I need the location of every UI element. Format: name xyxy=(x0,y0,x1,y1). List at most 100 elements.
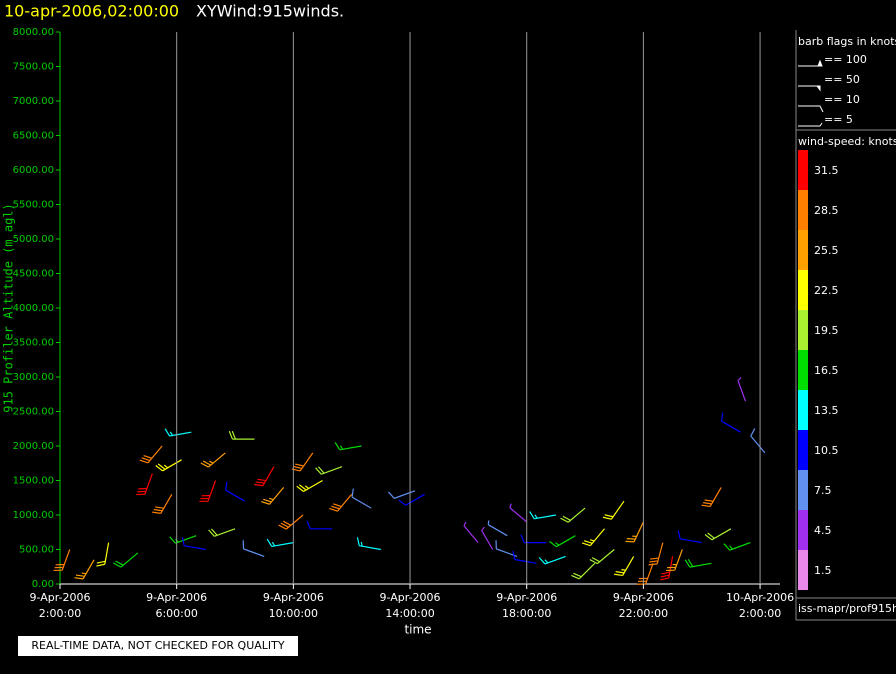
wind-barb xyxy=(356,537,381,551)
barb-legend-label: == 5 xyxy=(824,113,853,126)
y-tick-label: 4000.00 xyxy=(13,303,54,314)
wind-barb xyxy=(581,528,605,547)
barb-legend-label: == 100 xyxy=(824,53,867,66)
colorbar-swatch xyxy=(798,550,808,590)
footer-note: REAL-TIME DATA, NOT CHECKED FOR QUALITY xyxy=(31,639,285,652)
x-tick-label: 9-Apr-2006 xyxy=(496,591,557,604)
wind-barb xyxy=(296,479,323,493)
wind-barb xyxy=(208,528,236,537)
wind-barb xyxy=(750,428,766,454)
wind-barb xyxy=(677,530,702,544)
wind-barb xyxy=(398,493,425,506)
wind-barb xyxy=(487,520,508,537)
wind-barb xyxy=(589,549,615,565)
wind-barb xyxy=(261,487,285,505)
legend-icon xyxy=(798,85,821,92)
y-tick-label: 3500.00 xyxy=(13,338,54,349)
wind-barb xyxy=(614,556,635,577)
y-tick-label: 5000.00 xyxy=(13,234,54,245)
wind-barb xyxy=(560,507,586,523)
wind-barb xyxy=(155,459,182,472)
y-tick-label: 4500.00 xyxy=(13,269,54,280)
wind-barb xyxy=(737,377,747,402)
barb-legend-title: barb flags in knots xyxy=(798,35,896,48)
wind-barb xyxy=(53,549,71,572)
y-tick-label: 7500.00 xyxy=(13,62,54,73)
x-tick-label: 10-Apr-2006 xyxy=(726,591,794,604)
colorbar-swatch xyxy=(798,230,808,270)
wind-barb xyxy=(704,528,732,541)
x-axis-label: time xyxy=(404,623,431,637)
y-tick-label: 6500.00 xyxy=(13,131,54,142)
y-tick-label: 3000.00 xyxy=(13,372,54,383)
wind-barb xyxy=(278,514,304,530)
y-tick-label: 7000.00 xyxy=(13,96,54,107)
wind-barb xyxy=(481,526,494,550)
colorbar-swatch xyxy=(798,470,808,510)
colorbar-label: 22.5 xyxy=(814,284,839,297)
y-tick-label: 6000.00 xyxy=(13,165,54,176)
colorbar-label: 1.5 xyxy=(814,564,832,577)
wind-barb xyxy=(351,488,372,509)
wind-barb xyxy=(136,473,153,496)
wind-barb xyxy=(723,542,751,551)
x-tick-label: 9-Apr-2006 xyxy=(29,591,90,604)
wind-barb xyxy=(529,511,556,520)
x-tick-label: 18:00:00 xyxy=(502,607,551,620)
wind-barb xyxy=(291,452,314,472)
wind-barb xyxy=(306,520,333,530)
colorbar-label: 31.5 xyxy=(814,164,839,177)
y-tick-label: 5500.00 xyxy=(13,200,54,211)
wind-barb xyxy=(74,559,95,580)
x-tick-label: 2:00:00 xyxy=(739,607,781,620)
colorbar-swatch xyxy=(798,430,808,470)
y-tick-label: 8000.00 xyxy=(13,27,54,38)
colorbar-swatch xyxy=(798,350,808,390)
wind-barb xyxy=(334,442,362,451)
wind-barb xyxy=(684,558,712,568)
colorbar-swatch xyxy=(798,270,808,310)
legend-icon xyxy=(798,105,824,113)
colorbar-swatch xyxy=(798,510,808,550)
wind-barb xyxy=(200,452,226,468)
colorbar-label: 4.5 xyxy=(814,524,832,537)
x-tick-label: 10:00:00 xyxy=(269,607,318,620)
wind-barb xyxy=(701,487,722,508)
wind-barb xyxy=(520,534,547,544)
wind-barb xyxy=(228,430,255,440)
x-tick-label: 9-Apr-2006 xyxy=(380,591,441,604)
wind-barb xyxy=(512,550,537,564)
wind-barb xyxy=(225,481,246,502)
chart-subtitle: XYWind:915winds. xyxy=(196,2,344,21)
colorbar-label: 7.5 xyxy=(814,484,832,497)
colorbar-label: 25.5 xyxy=(814,244,839,257)
wind-barb xyxy=(666,549,683,572)
wind-barb xyxy=(199,480,217,503)
wind-barb xyxy=(648,542,664,566)
wind-barb xyxy=(139,445,163,464)
x-tick-label: 9-Apr-2006 xyxy=(146,591,207,604)
wind-barb xyxy=(254,466,275,487)
wind-barb xyxy=(538,555,566,565)
wind-barb xyxy=(463,521,479,543)
wind-barb xyxy=(636,563,654,585)
x-tick-label: 9-Apr-2006 xyxy=(263,591,324,604)
wind-barb xyxy=(625,521,644,543)
x-tick-label: 22:00:00 xyxy=(619,607,668,620)
plot-area xyxy=(53,377,766,585)
y-axis-label: 915 Profiler Altitude (m agl) xyxy=(2,203,16,413)
x-tick-label: 14:00:00 xyxy=(385,607,434,620)
wind-barb xyxy=(329,493,353,512)
colorbar-label: 28.5 xyxy=(814,204,839,217)
barb-legend-icons xyxy=(798,59,824,127)
colorbar-swatch xyxy=(798,150,808,190)
y-tick-label: 1500.00 xyxy=(13,476,54,487)
colorbar-label: 13.5 xyxy=(814,404,839,417)
wind-barb xyxy=(509,503,528,523)
wind-barb xyxy=(571,562,596,580)
y-tick-label: 500.00 xyxy=(19,545,54,556)
x-tick-label: 6:00:00 xyxy=(155,607,197,620)
wind-barb xyxy=(720,412,741,433)
